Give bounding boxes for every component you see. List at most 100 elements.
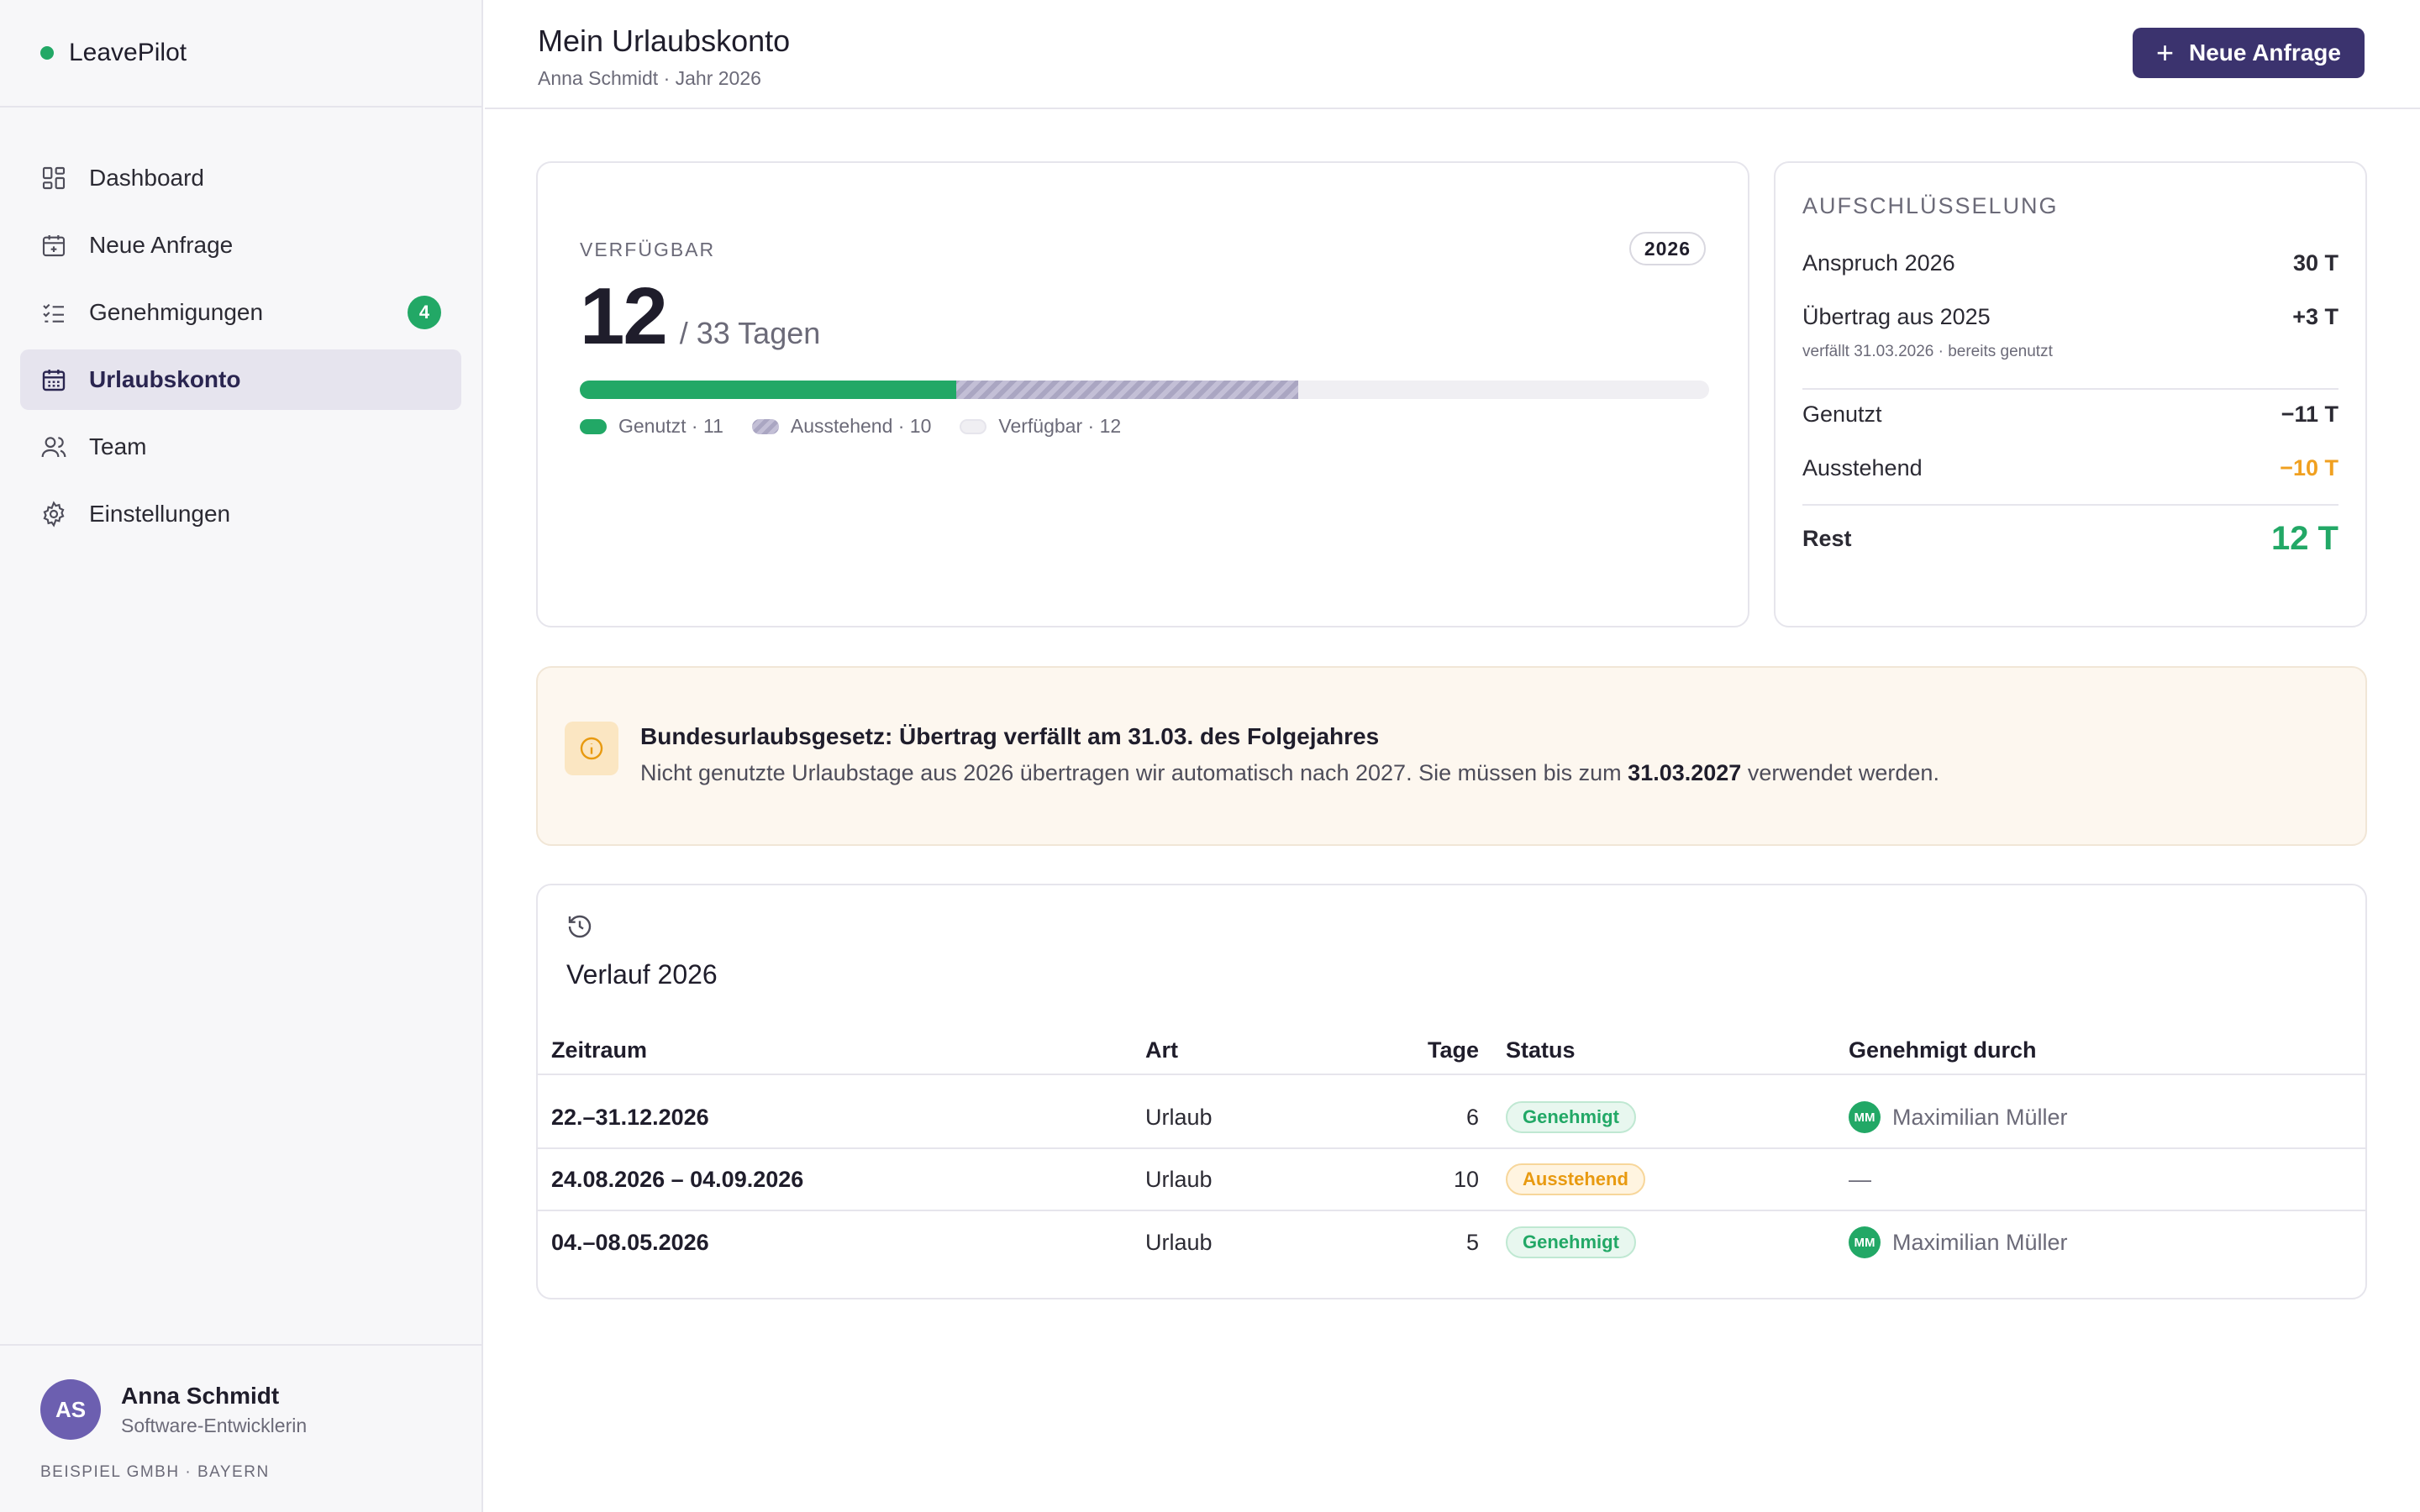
new-request-label: Neue Anfrage <box>2188 39 2341 66</box>
carryover-value: +3 T <box>2292 304 2338 329</box>
sidebar-item-urlaubskonto[interactable]: Urlaubskonto <box>20 349 461 410</box>
used-value: −11 T <box>2281 402 2338 427</box>
notice-deadline-date: 31.03.2027 <box>1628 760 1742 785</box>
column-header-zeitraum[interactable]: Zeitraum <box>551 1037 648 1063</box>
sidebar-item-team[interactable]: Team <box>20 417 461 477</box>
cell-period: 22.–31.12.2026 <box>551 1104 709 1130</box>
column-header-genehmigt-durch[interactable]: Genehmigt durch <box>1849 1037 2037 1063</box>
legend-free-swatch <box>960 418 987 434</box>
breakdown-pending-row: Ausstehend −10 T <box>1802 455 2338 481</box>
progress-pending-segment <box>956 381 1299 399</box>
company-name: BEISPIEL GMBH · BAYERN <box>40 1463 270 1481</box>
notice-text-before: Nicht genutzte Urlaubstage aus 2026 über… <box>640 760 1628 785</box>
cell-type: Urlaub <box>1145 1166 1213 1192</box>
leave-progress-bar <box>580 381 1709 399</box>
cell-period: 24.08.2026 – 04.09.2026 <box>551 1166 804 1192</box>
notice-title: Bundesurlaubsgesetz: Übertrag verfällt a… <box>640 723 1380 749</box>
availability-label: VERFÜGBAR <box>580 239 716 260</box>
status-badge: Genehmigt <box>1506 1226 1636 1258</box>
sidebar-item-label: Genehmigungen <box>89 299 264 325</box>
sidebar: LeavePilot Dashboard Neue Anfrage Genehm… <box>0 0 483 1512</box>
cell-type: Urlaub <box>1145 1104 1213 1130</box>
page-subtitle: Anna Schmidt · Jahr 2026 <box>538 67 761 89</box>
column-header-status[interactable]: Status <box>1506 1037 1576 1063</box>
availability-summary: 12 / 33 Tagen <box>580 270 820 363</box>
column-header-tage[interactable]: Tage <box>1427 1037 1479 1063</box>
calendar-icon <box>40 366 67 393</box>
sidebar-item-neue-anfrage[interactable]: Neue Anfrage <box>20 215 461 276</box>
used-label: Genutzt <box>1802 402 1882 427</box>
page-title: Mein Urlaubskonto <box>538 24 791 58</box>
calendar-plus-icon <box>40 232 67 259</box>
pending-label: Ausstehend <box>1802 455 1923 480</box>
status-badge: Ausstehend <box>1506 1163 1645 1195</box>
dashboard-icon <box>40 165 67 192</box>
sidebar-item-dashboard[interactable]: Dashboard <box>20 148 461 208</box>
cell-days: 6 <box>1465 1104 1479 1130</box>
user-role: Software-Entwicklerin <box>121 1414 308 1436</box>
total-days-text: / 33 Tagen <box>679 316 821 350</box>
history-title: Verlauf 2026 <box>566 959 718 990</box>
carryover-note: verfällt 31.03.2026 · bereits genutzt <box>1802 343 2053 360</box>
rest-value: 12 T <box>2270 519 2338 557</box>
entitlement-label: Anspruch 2026 <box>1802 250 1955 276</box>
legend-used-swatch <box>580 418 607 434</box>
sidebar-item-genehmigungen[interactable]: Genehmigungen 4 <box>20 282 461 343</box>
sidebar-item-label: Neue Anfrage <box>89 232 234 258</box>
year-badge: 2026 <box>1628 232 1706 265</box>
progress-legend: Genutzt · 11 Ausstehend · 10 Verfügbar ·… <box>580 415 1150 438</box>
notice-text-after: verwendet werden. <box>1741 760 1939 785</box>
approver-name: Maximilian Müller <box>1892 1104 2068 1130</box>
approvals-count-badge: 4 <box>408 296 441 329</box>
user-info: Anna Schmidt Software-Entwicklerin <box>121 1383 307 1437</box>
new-request-button[interactable]: + Neue Anfrage <box>2132 28 2365 78</box>
history-card: Verlauf 2026 Zeitraum Art Tage Status Ge… <box>536 884 2367 1299</box>
breakdown-divider <box>1802 388 2338 390</box>
cell-status: Genehmigt <box>1506 1211 1636 1273</box>
page-header: Mein Urlaubskonto Anna Schmidt · Jahr 20… <box>485 0 2420 109</box>
user-profile[interactable]: AS Anna Schmidt Software-Entwicklerin BE… <box>0 1344 481 1512</box>
legend-pending-label: Ausstehend · 10 <box>790 415 932 437</box>
breakdown-title: AUFSCHLÜSSELUNG <box>1802 193 2059 218</box>
breakdown-divider <box>1802 504 2338 506</box>
sidebar-item-label: Einstellungen <box>89 501 231 527</box>
users-icon <box>40 433 67 460</box>
sidebar-item-einstellungen[interactable]: Einstellungen <box>20 484 461 544</box>
cell-status: Genehmigt <box>1506 1087 1636 1147</box>
carryover-label: Übertrag aus 2025 <box>1802 304 1991 329</box>
legend-pending: Ausstehend · 10 <box>751 415 932 438</box>
legend-free: Verfügbar · 12 <box>960 415 1121 438</box>
sidebar-item-label: Team <box>89 433 147 459</box>
user-row: AS Anna Schmidt Software-Entwicklerin <box>40 1379 441 1440</box>
legend-used: Genutzt · 11 <box>580 415 723 438</box>
avatar: MM <box>1849 1226 1881 1258</box>
available-days-number: 12 <box>580 271 668 361</box>
status-badge: Genehmigt <box>1506 1101 1636 1133</box>
brand-name: LeavePilot <box>69 39 187 66</box>
cell-days: 10 <box>1453 1166 1479 1192</box>
info-icon <box>565 722 618 775</box>
cell-days: 5 <box>1465 1229 1479 1255</box>
history-icon <box>566 913 593 940</box>
sidebar-item-label: Urlaubskonto <box>89 366 241 392</box>
gear-icon <box>40 501 67 528</box>
rest-label: Rest <box>1802 525 1852 551</box>
table-row[interactable]: 24.08.2026 – 04.09.2026 Urlaub 10 Ausste… <box>538 1149 2365 1211</box>
avatar: MM <box>1849 1101 1881 1133</box>
plus-icon: + <box>2155 35 2174 70</box>
column-header-art[interactable]: Art <box>1145 1037 1178 1063</box>
approver-name: Maximilian Müller <box>1892 1229 2068 1255</box>
brand-dot-icon <box>40 46 54 60</box>
table-header: Zeitraum Art Tage Status Genehmigt durch <box>538 1025 2365 1075</box>
sidebar-item-label: Dashboard <box>89 165 204 191</box>
legend-pending-swatch <box>751 418 779 434</box>
cell-period: 04.–08.05.2026 <box>551 1229 709 1255</box>
table-row[interactable]: 04.–08.05.2026 Urlaub 5 Genehmigt MM Maxi… <box>538 1211 2365 1273</box>
breakdown-card: AUFSCHLÜSSELUNG Anspruch 2026 30 T Übert… <box>1774 161 2367 627</box>
breakdown-used-row: Genutzt −11 T <box>1802 402 2338 428</box>
cell-approver: MM Maximilian Müller <box>1849 1211 2068 1273</box>
breakdown-carryover-row: Übertrag aus 2025 +3 T <box>1802 304 2338 330</box>
breakdown-rest-row: Rest 12 T <box>1802 517 2338 559</box>
table-row[interactable]: 22.–31.12.2026 Urlaub 6 Genehmigt MM Maxi… <box>538 1087 2365 1149</box>
brand[interactable]: LeavePilot <box>0 0 481 108</box>
